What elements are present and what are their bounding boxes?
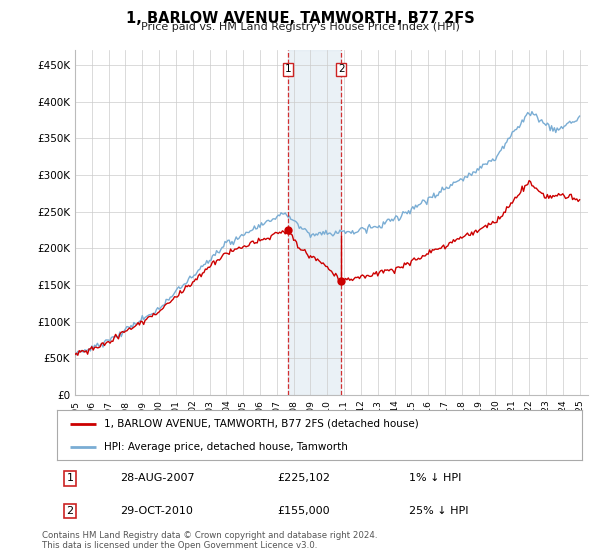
- Text: £155,000: £155,000: [277, 506, 330, 516]
- Text: 1, BARLOW AVENUE, TAMWORTH, B77 2FS (detached house): 1, BARLOW AVENUE, TAMWORTH, B77 2FS (det…: [104, 418, 419, 428]
- Text: 29-OCT-2010: 29-OCT-2010: [120, 506, 193, 516]
- Text: 1: 1: [67, 473, 74, 483]
- Text: 1: 1: [284, 64, 291, 74]
- Text: 25% ↓ HPI: 25% ↓ HPI: [409, 506, 468, 516]
- Text: 28-AUG-2007: 28-AUG-2007: [120, 473, 194, 483]
- Text: 2: 2: [338, 64, 344, 74]
- Text: Price paid vs. HM Land Registry's House Price Index (HPI): Price paid vs. HM Land Registry's House …: [140, 22, 460, 32]
- Text: Contains HM Land Registry data © Crown copyright and database right 2024.
This d: Contains HM Land Registry data © Crown c…: [42, 531, 377, 550]
- Bar: [288, 50, 341, 395]
- Text: 1% ↓ HPI: 1% ↓ HPI: [409, 473, 461, 483]
- Text: 1, BARLOW AVENUE, TAMWORTH, B77 2FS: 1, BARLOW AVENUE, TAMWORTH, B77 2FS: [125, 11, 475, 26]
- Text: HPI: Average price, detached house, Tamworth: HPI: Average price, detached house, Tamw…: [104, 442, 348, 452]
- Text: 2: 2: [67, 506, 74, 516]
- Text: £225,102: £225,102: [277, 473, 331, 483]
